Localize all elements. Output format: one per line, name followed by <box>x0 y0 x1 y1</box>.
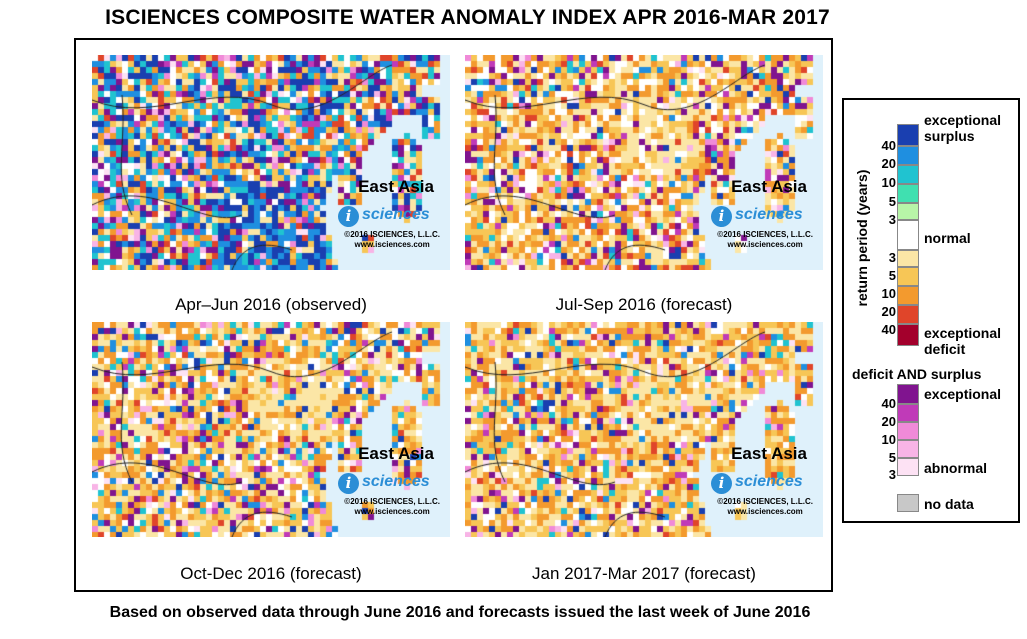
panel-caption: Jul-Sep 2016 (forecast) <box>555 295 733 314</box>
legend-deficit-line2: deficit <box>924 341 966 357</box>
legend-surplus-label: exceptional surplus <box>924 112 1001 144</box>
isciences-logo: i sciences <box>338 472 438 498</box>
panel-caption: Jan 2017-Mar 2017 (forecast) <box>532 564 756 583</box>
swatch-surplus-2 <box>897 146 919 165</box>
tick: 20 <box>881 304 896 319</box>
anomaly-map <box>465 55 823 270</box>
swatch-deficit-1 <box>897 250 919 267</box>
legend-surplus-line2: surplus <box>924 128 975 144</box>
map-panel-jul-sep: East Asia i sciences ©2016 ISCIENCES, L.… <box>465 55 823 270</box>
tick: 40 <box>881 138 896 153</box>
legend-deficit-label: exceptional deficit <box>924 325 1001 357</box>
copyright-text: ©2016 ISCIENCES, L.L.C. <box>717 230 813 239</box>
swatch-normal <box>897 220 919 250</box>
swatch-both-1 <box>897 384 919 404</box>
panel-caption: Oct-Dec 2016 (forecast) <box>180 564 362 583</box>
swatch-both-3 <box>897 422 919 440</box>
legend-both-heading: deficit AND surplus <box>852 366 982 382</box>
swatch-deficit-5 <box>897 324 919 346</box>
legend-surplus-line1: exceptional <box>924 112 1002 128</box>
footer-note: Based on observed data through June 2016… <box>109 604 811 621</box>
tick: 20 <box>881 414 896 429</box>
copyright-text: ©2016 ISCIENCES, L.L.C. <box>344 497 440 506</box>
legend-deficit-line1: exceptional <box>924 325 1002 341</box>
swatch-surplus-5 <box>897 203 919 220</box>
legend-normal-label: normal <box>924 230 971 246</box>
swatch-deficit-3 <box>897 286 919 305</box>
isciences-logo: i sciences <box>338 205 438 231</box>
swatch-both-2 <box>897 404 919 422</box>
logo-wordmark: sciences <box>735 206 803 223</box>
tick: 3 <box>888 467 896 482</box>
tick: 3 <box>888 212 896 227</box>
legend-axis-label: return period (years) <box>854 169 870 307</box>
swatch-surplus-1 <box>897 124 919 146</box>
logo-wordmark: sciences <box>362 473 430 490</box>
legend-both-exceptional: exceptional <box>924 386 1002 402</box>
swatch-deficit-4 <box>897 305 919 324</box>
tick: 3 <box>888 250 896 265</box>
logo-i-icon: i <box>711 473 732 494</box>
swatch-deficit-2 <box>897 267 919 286</box>
copyright-url: www.isciences.com <box>727 240 803 249</box>
tick: 5 <box>888 268 896 283</box>
isciences-logo: i sciences <box>711 205 811 231</box>
region-label: East Asia <box>731 177 807 196</box>
tick: 10 <box>881 175 896 190</box>
legend-both-abnormal: abnormal <box>924 460 988 476</box>
region-label: East Asia <box>731 444 807 463</box>
tick: 5 <box>888 194 896 209</box>
tick: 10 <box>881 432 896 447</box>
logo-i-icon: i <box>338 473 359 494</box>
map-panel-apr-jun: East Asia i sciences ©2016 ISCIENCES, L.… <box>92 55 450 270</box>
anomaly-map <box>465 322 823 537</box>
isciences-logo: i sciences <box>711 472 811 498</box>
copyright-url: www.isciences.com <box>727 507 803 516</box>
panel-caption: Apr–Jun 2016 (observed) <box>175 295 367 314</box>
legend: return period (years) 40 20 10 5 3 3 5 1… <box>842 98 1020 523</box>
copyright-url: www.isciences.com <box>354 507 430 516</box>
tick: 40 <box>881 396 896 411</box>
region-label: East Asia <box>358 444 434 463</box>
copyright-text: ©2016 ISCIENCES, L.L.C. <box>344 230 440 239</box>
swatch-both-4 <box>897 440 919 458</box>
maps-frame: East Asia i sciences ©2016 ISCIENCES, L.… <box>74 38 833 592</box>
swatch-no-data <box>897 494 919 512</box>
logo-wordmark: sciences <box>735 473 803 490</box>
copyright-text: ©2016 ISCIENCES, L.L.C. <box>717 497 813 506</box>
logo-i-icon: i <box>711 206 732 227</box>
logo-wordmark: sciences <box>362 206 430 223</box>
page-title: ISCIENCES COMPOSITE WATER ANOMALY INDEX … <box>105 6 830 29</box>
tick: 20 <box>881 156 896 171</box>
swatch-both-5 <box>897 458 919 476</box>
anomaly-map <box>92 322 450 537</box>
copyright: ©2016 ISCIENCES, L.L.C. www.isciences.co… <box>344 230 440 250</box>
region-label: East Asia <box>358 177 434 196</box>
tick: 5 <box>888 450 896 465</box>
logo-i-icon: i <box>338 206 359 227</box>
swatch-surplus-4 <box>897 184 919 203</box>
tick: 10 <box>881 286 896 301</box>
copyright: ©2016 ISCIENCES, L.L.C. www.isciences.co… <box>717 497 813 517</box>
map-panel-oct-dec: East Asia i sciences ©2016 ISCIENCES, L.… <box>92 322 450 537</box>
map-panel-jan-mar: East Asia i sciences ©2016 ISCIENCES, L.… <box>465 322 823 537</box>
swatch-surplus-3 <box>897 165 919 184</box>
copyright: ©2016 ISCIENCES, L.L.C. www.isciences.co… <box>717 230 813 250</box>
copyright-url: www.isciences.com <box>354 240 430 249</box>
copyright: ©2016 ISCIENCES, L.L.C. www.isciences.co… <box>344 497 440 517</box>
legend-no-data-label: no data <box>924 496 974 512</box>
tick: 40 <box>881 322 896 337</box>
anomaly-map <box>92 55 450 270</box>
